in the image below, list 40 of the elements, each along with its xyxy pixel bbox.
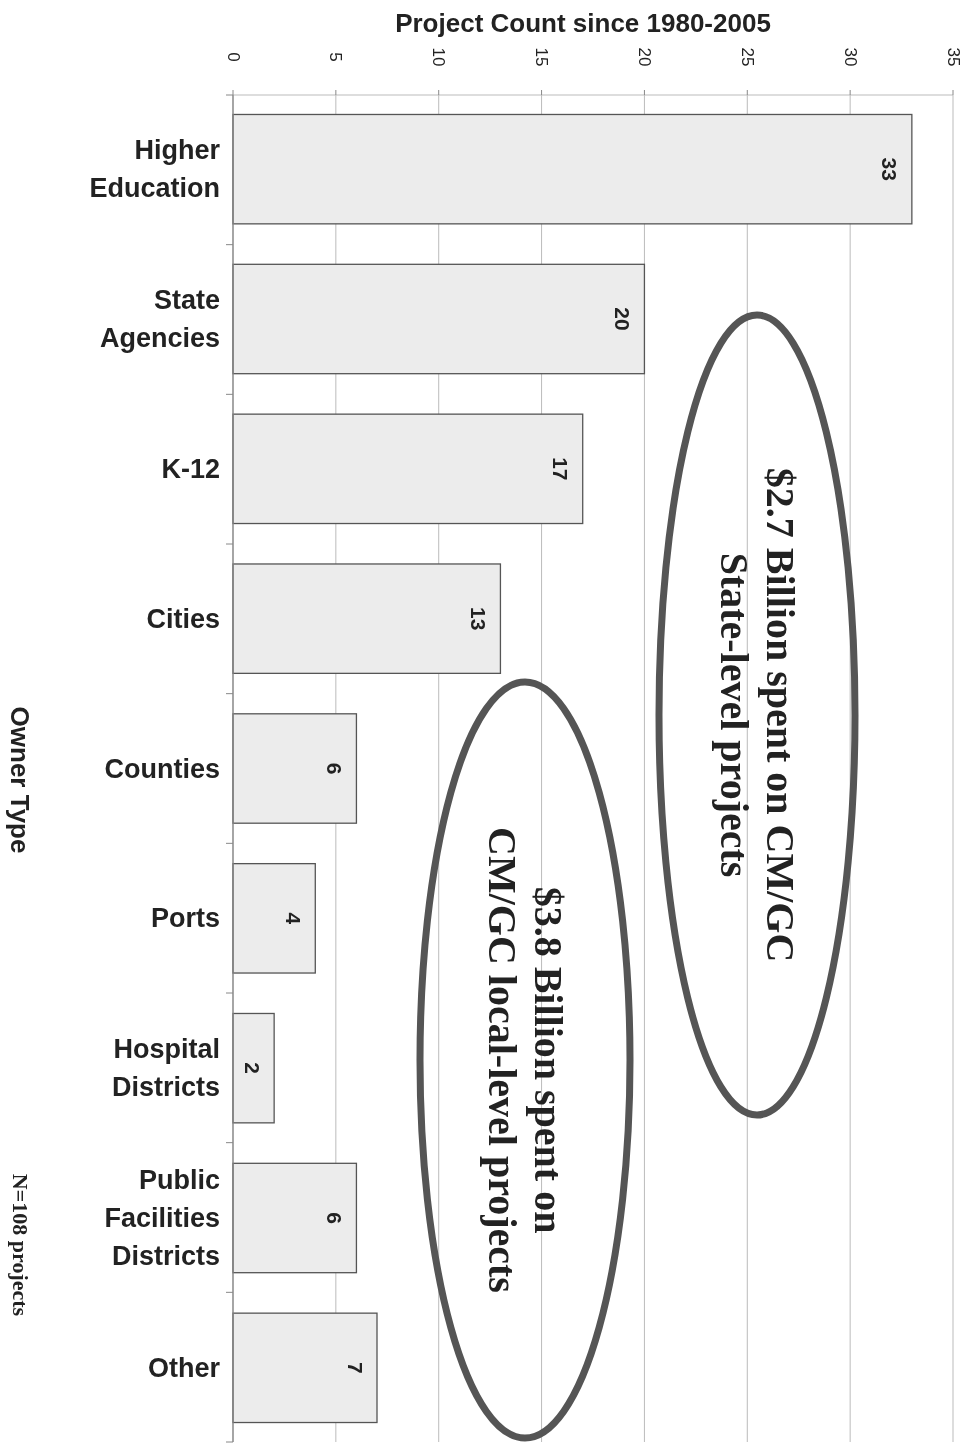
bar	[232, 1312, 378, 1424]
x-tick-label: 25	[737, 47, 757, 67]
data-label: 2	[240, 1062, 264, 1075]
y-tick-label: State Agencies	[99, 285, 220, 353]
x-axis-title: Project Count since 1980-2005	[395, 8, 771, 38]
data-label: 33	[878, 157, 902, 181]
data-label: 20	[610, 307, 634, 331]
bar	[232, 413, 584, 525]
data-label: 7	[343, 1361, 367, 1374]
x-tick-label: 5	[326, 52, 346, 62]
x-tick-label: 15	[532, 47, 552, 67]
y-axis-title: Owner Type	[5, 706, 35, 854]
y-tick-label: K-12	[161, 453, 220, 484]
data-label: 6	[322, 1212, 346, 1224]
x-tick-label: 35	[943, 47, 963, 67]
y-tick-label: Cities	[146, 603, 220, 634]
bar	[232, 713, 358, 824]
data-label: 13	[466, 606, 490, 631]
annotation: $2.7 Billion spent on CM/GC State-level projects	[711, 467, 803, 963]
x-tick-label: 0	[223, 52, 243, 62]
y-tick-label: Higher Education	[89, 135, 221, 204]
y-tick-label: Hospital Districts	[111, 1034, 220, 1103]
bar	[232, 263, 646, 375]
x-tick-label: 30	[840, 47, 860, 67]
bar	[232, 1012, 275, 1124]
bar	[232, 1162, 358, 1274]
y-tick-label: Ports	[150, 903, 220, 934]
bar	[232, 113, 913, 225]
y-tick-label: Other	[147, 1352, 221, 1383]
bar	[232, 862, 316, 974]
bar	[232, 563, 502, 675]
x-tick-label: 10	[429, 47, 449, 67]
data-label: 6	[322, 762, 346, 775]
y-tick-label: Counties	[104, 753, 220, 784]
text: N=108 projects	[7, 1173, 33, 1317]
data-label: 17	[549, 457, 573, 481]
data-label: 4	[281, 912, 305, 925]
x-tick-label: 20	[634, 47, 654, 67]
annotation: $3.8 Billion spent on CM/GC local-level projects	[479, 827, 571, 1293]
y-tick-label: Public Facilities Districts	[104, 1165, 220, 1271]
